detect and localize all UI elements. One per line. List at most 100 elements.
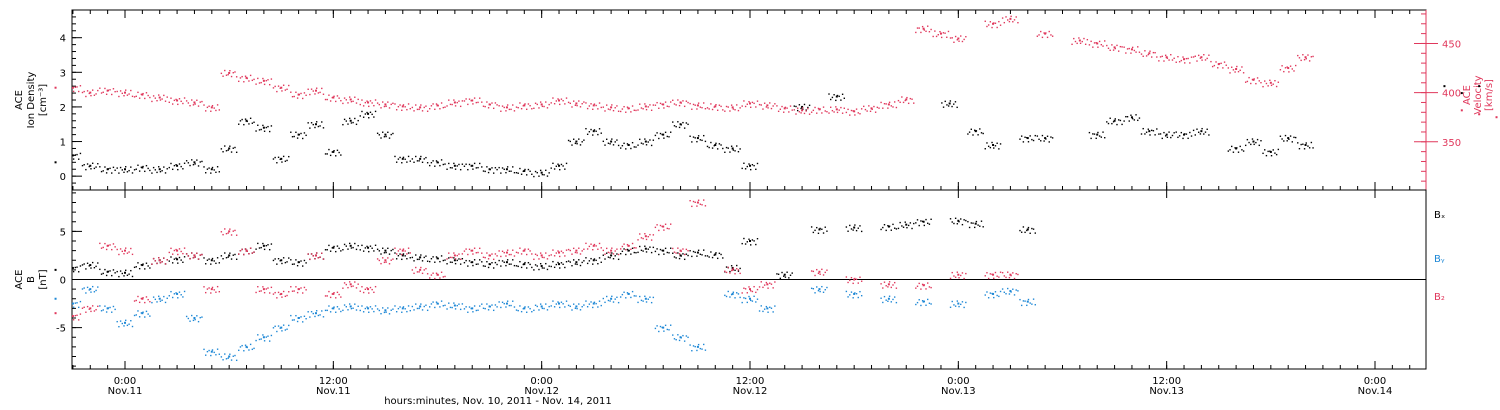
data-point xyxy=(805,109,807,111)
data-point xyxy=(513,264,516,267)
data-point xyxy=(392,132,394,135)
data-point xyxy=(1223,61,1226,63)
data-point xyxy=(352,121,354,124)
data-point xyxy=(211,349,214,351)
data-point xyxy=(239,346,242,348)
data-point xyxy=(595,104,597,107)
data-point xyxy=(349,283,352,286)
data-point xyxy=(253,251,255,253)
data-point xyxy=(616,139,618,141)
data-point xyxy=(187,162,190,164)
data-point xyxy=(685,122,688,124)
data-point xyxy=(916,301,919,304)
data-point xyxy=(673,103,676,105)
data-point xyxy=(1100,43,1103,46)
data-point xyxy=(309,316,311,318)
data-point xyxy=(345,245,347,247)
data-point xyxy=(194,256,196,258)
data-point xyxy=(345,99,347,101)
data-point xyxy=(645,238,648,241)
data-point xyxy=(555,165,558,167)
data-point xyxy=(658,107,660,109)
data-point xyxy=(533,309,535,312)
data-point xyxy=(456,259,458,262)
data-point xyxy=(340,296,342,298)
data-point xyxy=(996,26,998,29)
data-point xyxy=(812,288,815,290)
data-point xyxy=(213,107,215,109)
data-point xyxy=(395,253,398,255)
data-point xyxy=(1017,273,1019,276)
data-point xyxy=(274,85,276,88)
data-point xyxy=(210,168,213,171)
data-point xyxy=(801,109,804,112)
data-point xyxy=(662,103,665,106)
data-point xyxy=(374,110,377,113)
data-point xyxy=(123,275,125,277)
data-point xyxy=(1274,79,1276,82)
data-point xyxy=(909,97,912,100)
data-point xyxy=(459,168,462,171)
data-point xyxy=(347,123,349,125)
data-point xyxy=(166,168,168,170)
data-point xyxy=(812,270,815,273)
data-point xyxy=(1180,59,1183,62)
data-point xyxy=(508,170,511,172)
data-point xyxy=(575,102,578,105)
data-point xyxy=(954,35,957,38)
data-point xyxy=(158,257,160,259)
data-point xyxy=(540,265,543,268)
data-point xyxy=(523,104,526,107)
data-point xyxy=(170,97,172,99)
data-point xyxy=(697,343,700,346)
data-point xyxy=(1005,16,1007,18)
data-point xyxy=(104,268,106,271)
data-point xyxy=(487,266,490,269)
data-point xyxy=(290,259,292,261)
data-point xyxy=(979,225,981,227)
data-point xyxy=(364,113,367,115)
data-point xyxy=(159,262,162,264)
data-point xyxy=(821,268,823,271)
data-point xyxy=(517,252,519,254)
data-point xyxy=(123,171,125,174)
data-point xyxy=(293,319,295,321)
data-point xyxy=(1495,116,1498,119)
data-point xyxy=(336,306,339,308)
data-point xyxy=(503,302,505,305)
data-point xyxy=(526,267,528,269)
data-point xyxy=(302,265,304,267)
data-point xyxy=(384,103,387,106)
data-point xyxy=(895,106,898,109)
data-point xyxy=(263,291,266,294)
data-point xyxy=(357,305,359,308)
data-point xyxy=(461,100,464,102)
data-point xyxy=(1009,17,1012,20)
data-point xyxy=(621,250,624,253)
data-point xyxy=(230,151,233,153)
data-point xyxy=(625,248,627,251)
data-point xyxy=(617,144,620,147)
data-point xyxy=(369,306,372,308)
data-point xyxy=(138,301,141,304)
data-point xyxy=(882,226,884,229)
data-point xyxy=(746,103,748,105)
data-point xyxy=(859,225,861,227)
data-point xyxy=(314,312,317,315)
data-point xyxy=(394,103,396,105)
data-point xyxy=(265,79,267,82)
data-point xyxy=(522,308,525,310)
data-point xyxy=(1304,56,1307,59)
data-point xyxy=(444,304,446,307)
data-point xyxy=(54,86,57,89)
data-point xyxy=(974,222,977,225)
data-point xyxy=(1297,54,1299,57)
data-point xyxy=(310,88,313,90)
data-point xyxy=(907,224,910,227)
data-point xyxy=(1026,229,1028,232)
data-point xyxy=(336,95,339,97)
data-point xyxy=(71,86,74,89)
data-point xyxy=(277,325,280,327)
data-point xyxy=(416,271,419,273)
data-point xyxy=(716,257,719,260)
